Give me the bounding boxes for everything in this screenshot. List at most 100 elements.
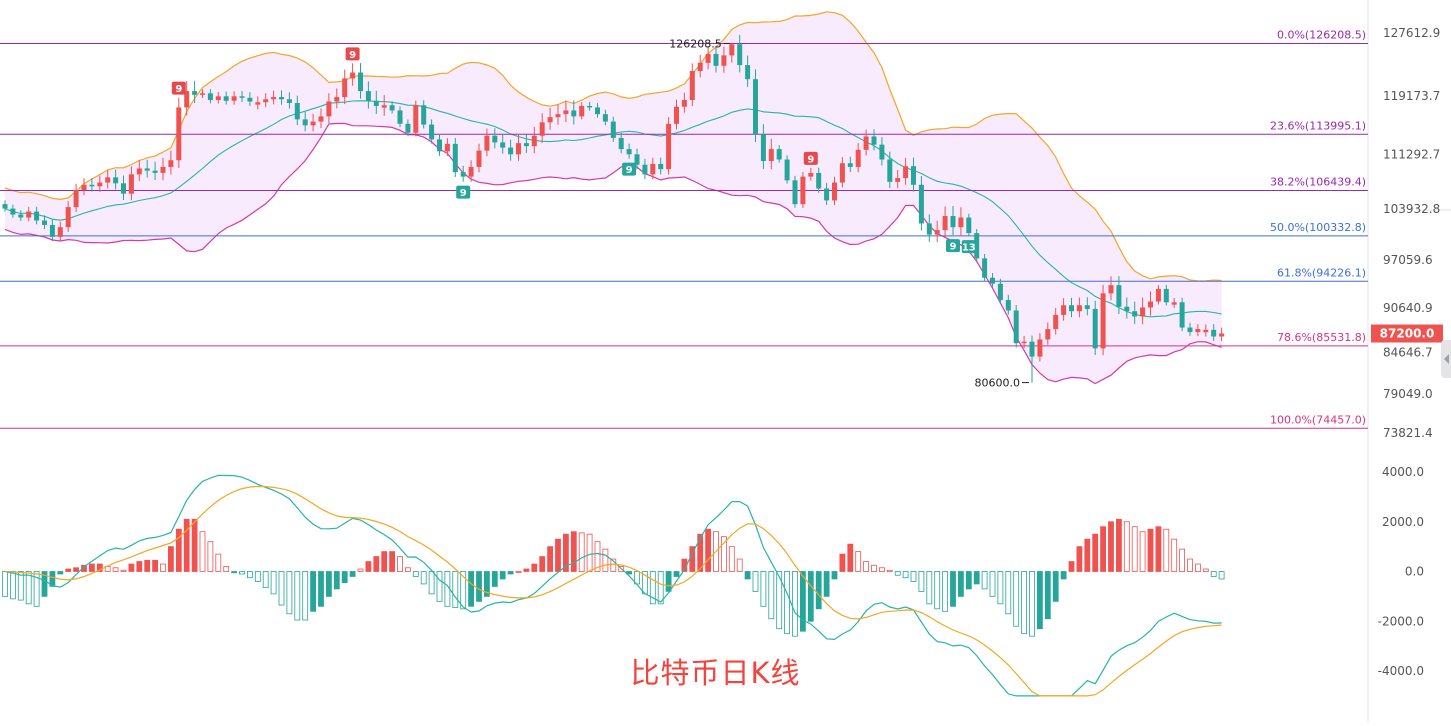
price-axis: 127612.9 119173.7 111292.7 103932.8 97059.6 9… bbox=[1371, 26, 1443, 678]
macd-bar bbox=[397, 556, 403, 572]
candle-body bbox=[49, 224, 55, 237]
macd-bar bbox=[152, 559, 159, 572]
candle bbox=[342, 69, 348, 105]
candle bbox=[808, 167, 814, 181]
last-price-label: 87200.0 bbox=[1380, 327, 1435, 341]
macd-bar bbox=[381, 551, 388, 572]
candle bbox=[365, 81, 371, 109]
candle-body bbox=[800, 176, 806, 205]
macd-tick-2: 0.0 bbox=[1405, 565, 1424, 579]
price-annotations: 126208.5 80600.0 bbox=[669, 37, 1029, 390]
macd-bar bbox=[333, 571, 340, 590]
macd-dea-line bbox=[4, 485, 1222, 697]
macd-bar bbox=[942, 571, 948, 612]
candle-body bbox=[318, 116, 324, 122]
macd-bar bbox=[602, 548, 609, 572]
macd-bar bbox=[17, 571, 24, 601]
candle-body bbox=[176, 107, 182, 161]
side-panel-toggle[interactable] bbox=[1441, 340, 1451, 378]
candle bbox=[437, 133, 442, 156]
td-marker-4: 9 bbox=[803, 151, 818, 165]
macd-bar bbox=[800, 571, 806, 632]
td-marker-box bbox=[961, 240, 976, 254]
macd-bar bbox=[807, 571, 814, 622]
candle-body bbox=[626, 149, 632, 155]
candle bbox=[121, 175, 126, 200]
candle-body bbox=[429, 124, 435, 140]
candle bbox=[42, 215, 47, 230]
candle bbox=[997, 278, 1003, 304]
macd-bar bbox=[215, 553, 222, 572]
macd-dif-line bbox=[4, 474, 1222, 697]
candle bbox=[555, 104, 561, 125]
candle bbox=[405, 119, 411, 137]
candle-body bbox=[1108, 285, 1114, 294]
candle-body bbox=[1029, 341, 1035, 357]
candle-body bbox=[105, 177, 111, 183]
candle bbox=[516, 134, 521, 161]
candle-body bbox=[918, 184, 924, 224]
macd-bar bbox=[776, 571, 783, 630]
candle-body bbox=[974, 233, 980, 259]
macd-bar bbox=[831, 571, 838, 580]
candle-body bbox=[421, 105, 427, 125]
candle bbox=[1195, 323, 1201, 337]
macd-bar bbox=[507, 571, 514, 575]
macd-bar bbox=[665, 571, 672, 592]
candle-body bbox=[610, 121, 616, 138]
macd-bar bbox=[1068, 561, 1075, 572]
macd-bar bbox=[752, 571, 759, 592]
candle-body bbox=[334, 97, 340, 102]
candle bbox=[729, 43, 735, 63]
macd-bar bbox=[997, 571, 1004, 605]
macd-bar bbox=[120, 569, 127, 572]
candle bbox=[610, 116, 616, 142]
candle bbox=[626, 143, 632, 159]
candle bbox=[239, 91, 245, 103]
candle bbox=[563, 100, 569, 123]
candle bbox=[1100, 284, 1106, 356]
candle-body bbox=[500, 142, 506, 148]
candle bbox=[184, 81, 190, 116]
candle-body bbox=[1045, 329, 1051, 340]
candle bbox=[934, 220, 940, 243]
candle bbox=[753, 69, 758, 143]
macd-bar bbox=[697, 533, 704, 572]
candle bbox=[484, 128, 490, 157]
candle bbox=[397, 106, 403, 128]
candle-body bbox=[674, 106, 679, 124]
candle bbox=[1163, 284, 1169, 306]
macd-bar bbox=[365, 561, 372, 572]
macd-bar bbox=[1013, 571, 1020, 627]
macd-bar bbox=[1037, 571, 1043, 630]
macd-bar bbox=[1195, 563, 1201, 572]
macd-bar bbox=[286, 571, 293, 615]
candle-body bbox=[1219, 333, 1225, 337]
macd-bar bbox=[57, 571, 64, 575]
td-marker-0: 9 bbox=[171, 81, 186, 95]
macd-bar bbox=[1076, 546, 1083, 572]
candle-body bbox=[808, 172, 814, 177]
candle-body bbox=[342, 78, 348, 98]
candle bbox=[113, 169, 119, 190]
candle bbox=[192, 80, 198, 104]
bollinger-lower bbox=[4, 122, 1222, 385]
candle bbox=[1148, 291, 1153, 316]
macd-bar bbox=[25, 571, 32, 605]
td-marker-1: 9 bbox=[345, 47, 360, 61]
candle-body bbox=[642, 164, 648, 175]
macd-bar bbox=[1108, 521, 1114, 572]
candle bbox=[310, 113, 316, 132]
macd-bar bbox=[823, 571, 830, 597]
macd-bar bbox=[223, 566, 230, 572]
macd-bar bbox=[302, 571, 309, 621]
candle-body bbox=[658, 163, 664, 170]
macd-bar bbox=[428, 571, 435, 595]
fibonacci-levels: 0.0%(126208.5) 23.6%(113995.1) 38.2%(10643… bbox=[0, 28, 1368, 429]
candle-body bbox=[184, 91, 190, 108]
candle bbox=[531, 126, 537, 154]
fib-label-1: 23.6%(113995.1) bbox=[1270, 119, 1366, 132]
candle-body bbox=[18, 214, 24, 218]
td-marker-box bbox=[803, 151, 818, 165]
macd-bar bbox=[570, 531, 577, 572]
